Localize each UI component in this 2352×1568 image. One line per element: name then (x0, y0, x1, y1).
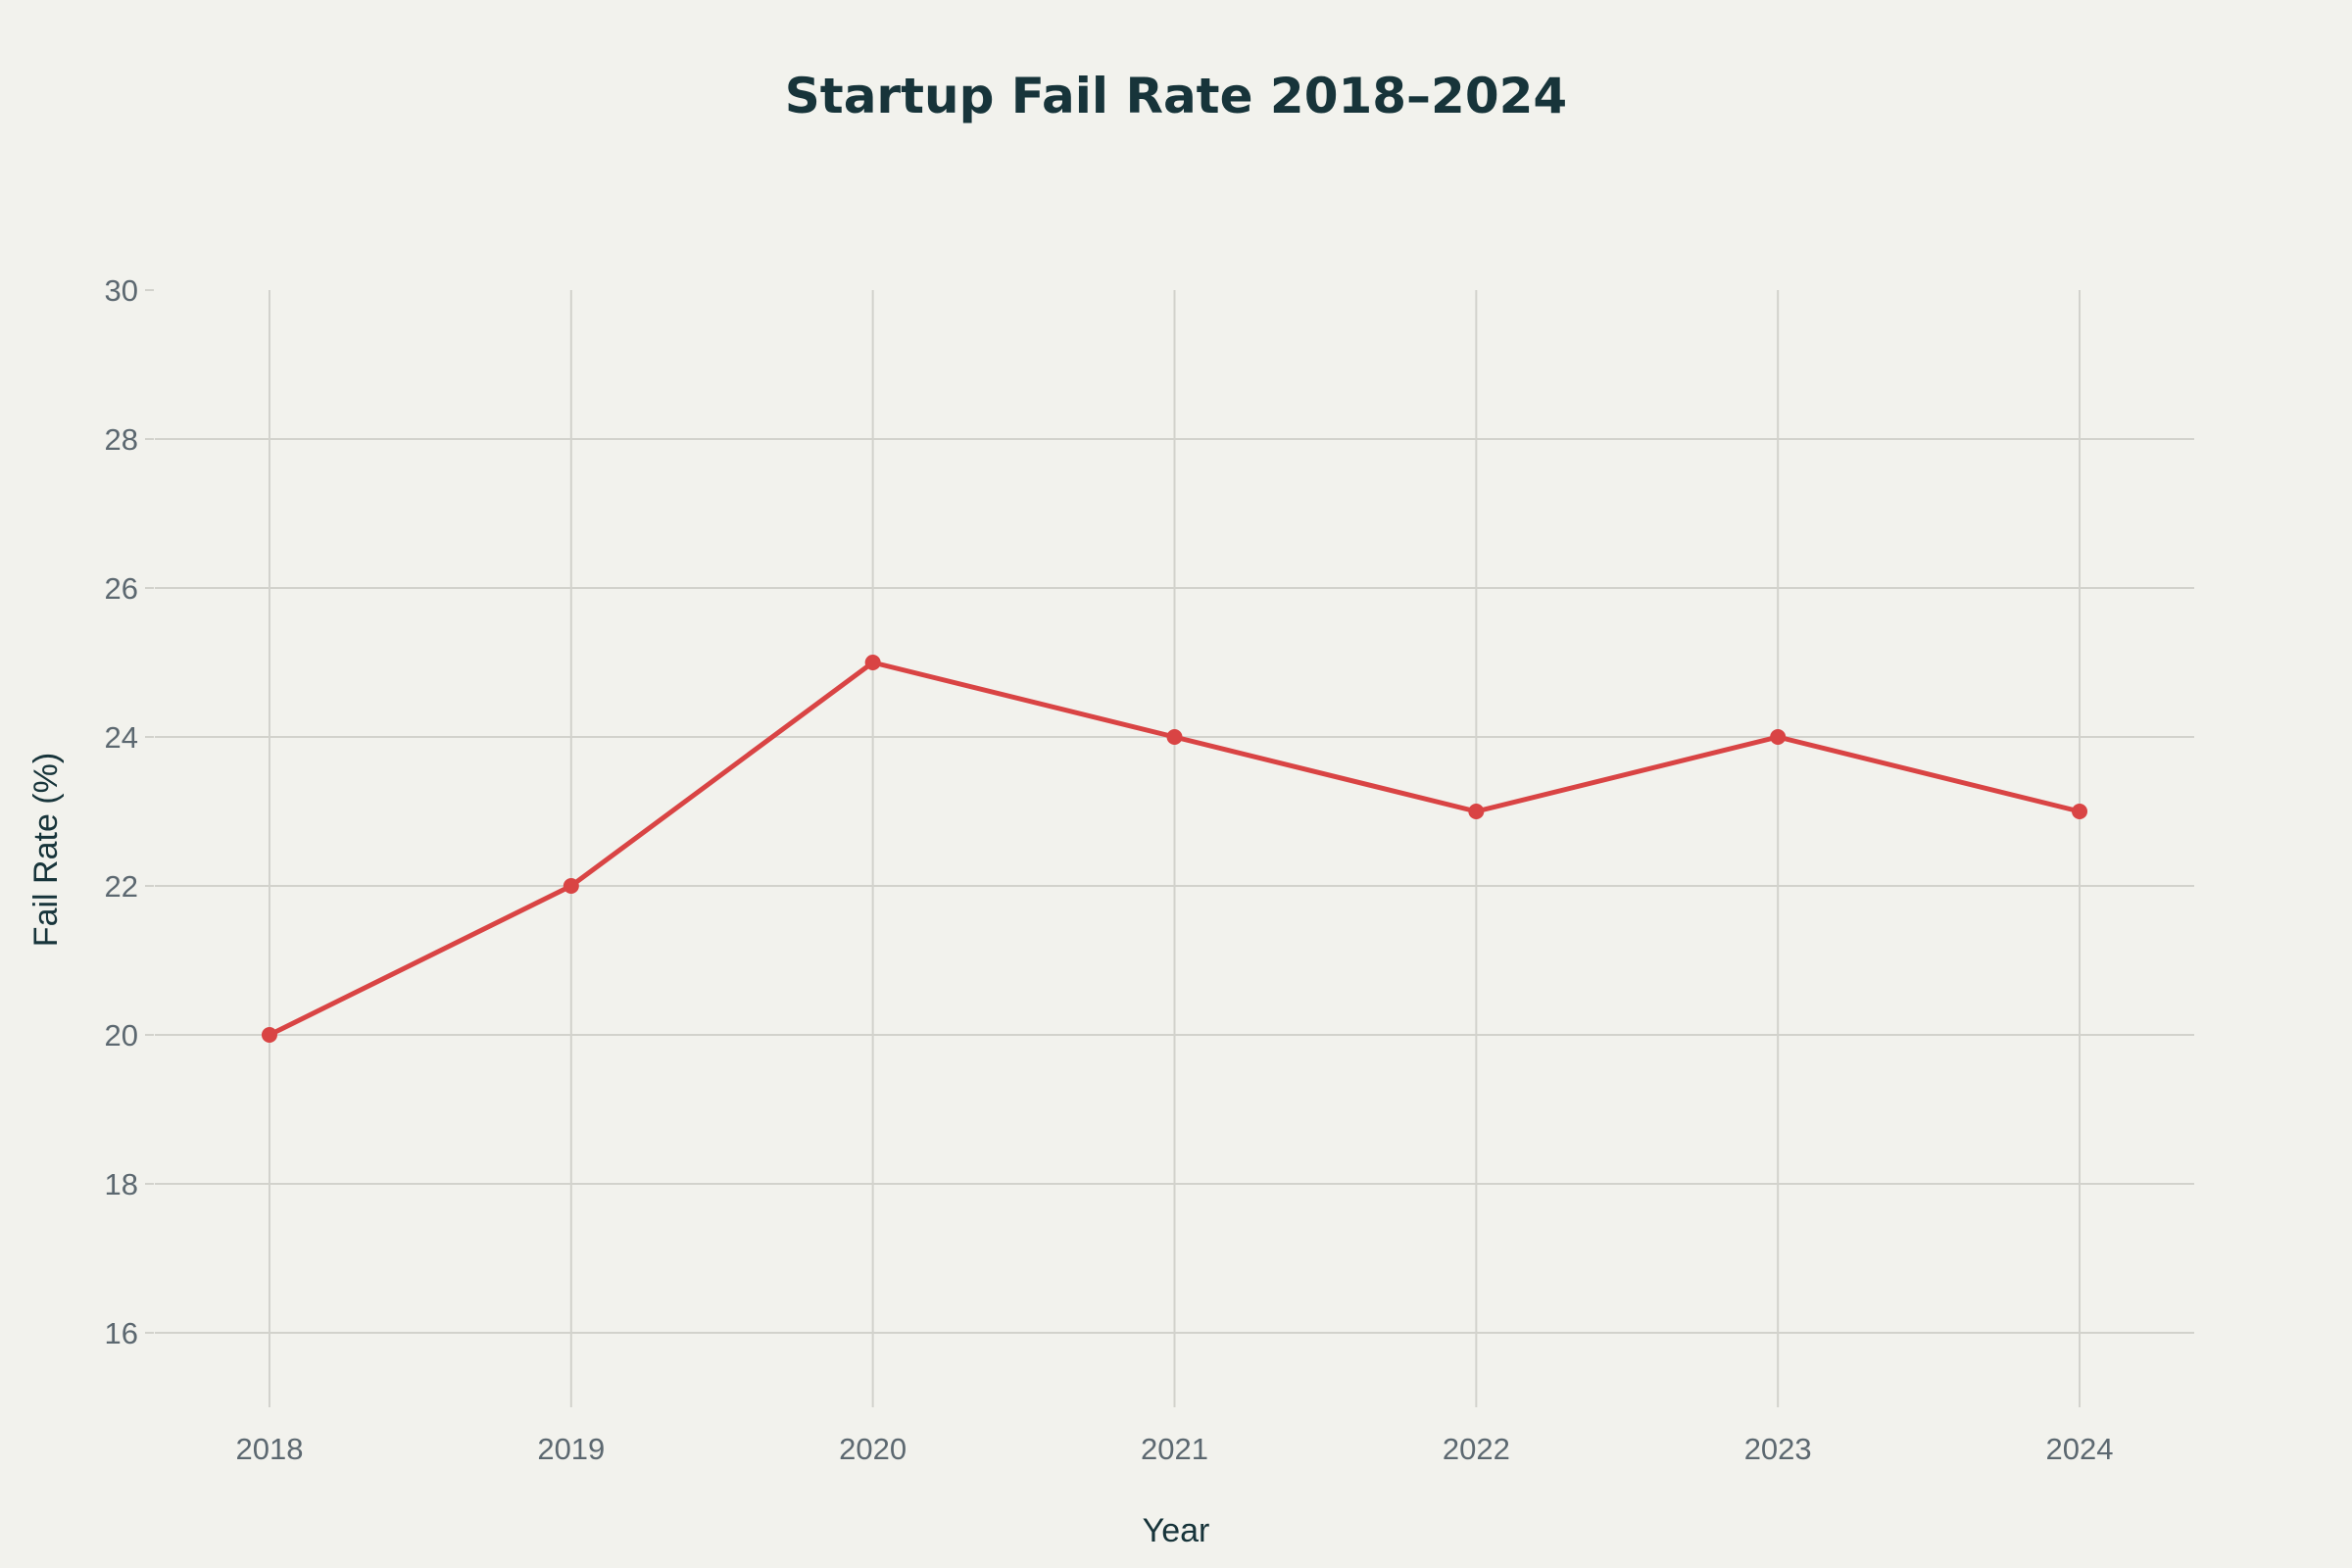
y-axis: 16 18 20 22 24 26 28 30 (105, 273, 154, 1350)
data-point (1166, 729, 1183, 745)
x-tick-label: 2021 (1141, 1432, 1208, 1466)
grid (155, 290, 2194, 1407)
data-point (261, 1027, 277, 1043)
series-fail-rate (261, 655, 2088, 1043)
x-tick-label: 2024 (2046, 1432, 2114, 1466)
y-tick-label: 16 (105, 1316, 138, 1350)
y-tick-label: 24 (105, 720, 138, 755)
x-axis: 2018 2019 2020 2021 2022 2023 2024 (235, 1432, 2113, 1466)
data-point (563, 878, 579, 894)
y-tick-label: 28 (105, 422, 138, 457)
data-point (864, 655, 881, 670)
chart-title: Startup Fail Rate 2018–2024 (785, 68, 1567, 124)
y-tick-label: 30 (105, 273, 138, 308)
data-point (1468, 804, 1485, 819)
data-point (2072, 804, 2088, 819)
x-tick-label: 2023 (1744, 1432, 1812, 1466)
y-tick-label: 20 (105, 1018, 138, 1053)
x-axis-label: Year (1143, 1512, 1210, 1549)
x-tick-label: 2019 (537, 1432, 605, 1466)
y-tick-label: 26 (105, 571, 138, 606)
x-tick-label: 2018 (235, 1432, 303, 1466)
data-point (1770, 729, 1787, 745)
x-tick-label: 2022 (1443, 1432, 1510, 1466)
y-tick-label: 18 (105, 1167, 138, 1201)
y-axis-label: Fail Rate (%) (27, 753, 65, 947)
y-tick-label: 22 (105, 869, 138, 904)
x-tick-label: 2020 (839, 1432, 906, 1466)
